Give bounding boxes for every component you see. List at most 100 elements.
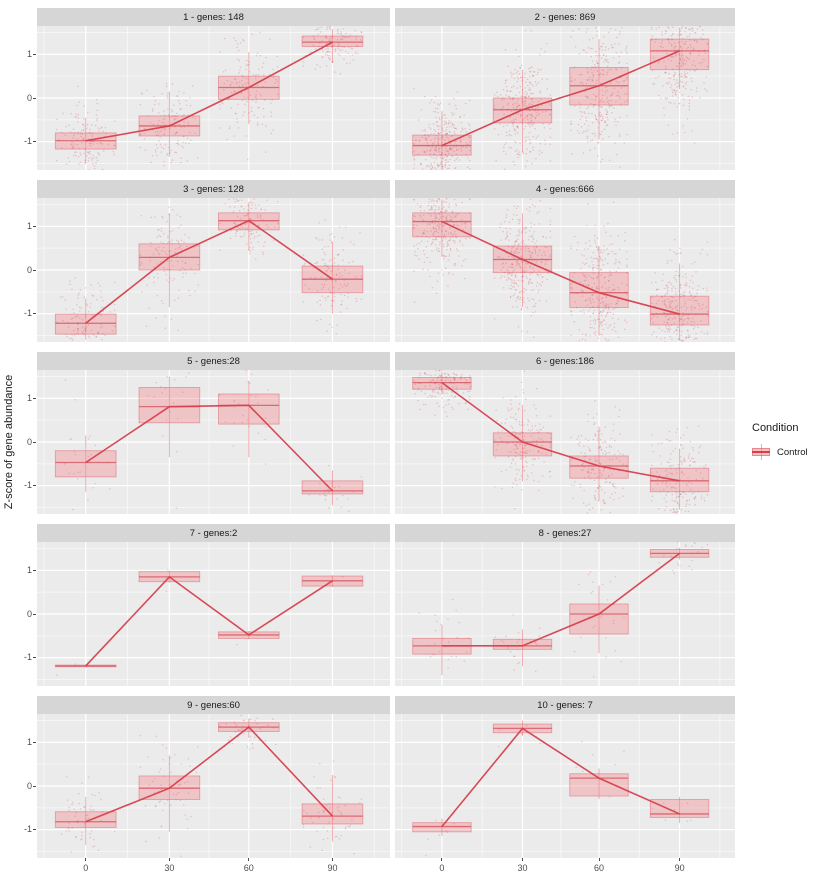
facet-panel [395, 370, 735, 514]
x-tick-mark [248, 858, 250, 861]
x-tick-mark [522, 858, 523, 861]
y-tick-mark [33, 613, 36, 615]
y-tick-mark [33, 485, 36, 487]
y-tick-mark [33, 569, 36, 571]
y-tick-label: 0 [26, 436, 32, 447]
median-trend-line [85, 404, 334, 492]
facet-panel [37, 198, 390, 342]
facet-strip: 1 - genes: 148 [37, 8, 390, 26]
y-tick-mark [33, 829, 36, 831]
facet-panel [37, 26, 390, 170]
median-trend-line [85, 575, 333, 667]
x-tick-mark [331, 858, 333, 861]
facet-strip: 3 - genes: 128 [37, 180, 390, 198]
facet-title: 6 - genes:186 [535, 355, 595, 367]
median-trend-line [441, 552, 681, 647]
jitter-points [418, 542, 709, 678]
x-tick-label: 90 [327, 863, 338, 873]
legend: Condition Control [752, 422, 808, 460]
facet-title: 10 - genes: 7 [537, 699, 593, 711]
x-tick-label: 30 [164, 863, 175, 873]
facet-panel [395, 542, 735, 686]
facet-panel [37, 370, 390, 514]
facet-strip: 4 - genes:666 [395, 180, 735, 198]
y-tick-label: -1 [23, 652, 32, 663]
median-trend-line [441, 382, 680, 482]
y-tick-mark [33, 657, 36, 659]
gridlines-major [37, 542, 390, 686]
y-tick-label: 0 [26, 92, 32, 103]
y-tick-label: 1 [26, 48, 32, 59]
y-tick-mark [33, 269, 36, 271]
gridlines-major [395, 542, 735, 686]
y-tick-mark [33, 141, 36, 143]
jitter-points [56, 569, 344, 676]
y-tick-mark [33, 785, 36, 787]
facet-title: 7 - genes:2 [189, 527, 238, 539]
x-tick-label: 0 [439, 863, 445, 873]
facet-strip: 10 - genes: 7 [395, 696, 735, 714]
facet-panel [395, 26, 735, 170]
facet-panel [395, 714, 735, 858]
y-tick-label: 1 [26, 736, 32, 747]
x-tick-mark [598, 858, 600, 861]
jitter-points [60, 714, 363, 857]
jitter-points [425, 724, 692, 857]
facet-strip: 5 - genes:28 [37, 352, 390, 370]
jitter-points [413, 370, 709, 514]
y-tick-label: -1 [23, 136, 32, 147]
legend-key-boxplot-glyph [752, 444, 770, 460]
y-tick-mark [33, 397, 36, 399]
median-trend-line [85, 219, 333, 324]
gridlines-minor [37, 370, 390, 514]
facet-strip: 9 - genes:60 [37, 696, 390, 714]
y-tick-mark [33, 225, 36, 227]
y-tick-mark [33, 741, 36, 743]
y-tick-mark [33, 53, 36, 55]
facet-strip: 7 - genes:2 [37, 524, 390, 542]
facet-panel [395, 198, 735, 342]
y-tick-label: 0 [26, 608, 32, 619]
legend-item-label: Control [777, 446, 808, 458]
median-trend-line [441, 50, 680, 147]
facet-title: 8 - genes:27 [538, 527, 592, 539]
gridlines-minor [395, 370, 735, 514]
facet-panel [37, 714, 390, 858]
x-tick-label: 0 [83, 863, 89, 873]
x-tick-mark [168, 858, 170, 861]
facet-title: 3 - genes: 128 [183, 183, 244, 195]
facet-title: 2 - genes: 869 [534, 11, 596, 23]
x-tick-label: 60 [593, 863, 604, 873]
facet-panel [37, 542, 390, 686]
y-tick-label: 0 [26, 264, 32, 275]
x-tick-label: 90 [674, 863, 685, 873]
facet-title: 4 - genes:666 [535, 183, 595, 195]
facet-strip: 6 - genes:186 [395, 352, 735, 370]
facet-title: 1 - genes: 148 [183, 11, 244, 23]
x-tick-mark [85, 858, 87, 861]
y-tick-label: 1 [26, 564, 32, 575]
legend-key-median [752, 451, 770, 453]
legend-item-control: Control [752, 444, 808, 460]
gridlines-minor [395, 198, 735, 342]
legend-title: Condition [752, 422, 799, 434]
boxplots [54, 202, 364, 340]
gridlines-major [37, 370, 390, 514]
y-tick-mark [33, 313, 36, 315]
facet-title: 9 - genes:60 [187, 699, 240, 711]
y-tick-label: -1 [23, 824, 32, 835]
median-trend-line [441, 727, 680, 828]
y-tick-mark [33, 97, 36, 99]
x-tick-mark [679, 858, 681, 861]
facet-strip: 8 - genes:27 [395, 524, 735, 542]
median-trend-line [85, 726, 334, 823]
facet-title: 5 - genes:28 [187, 355, 240, 367]
y-tick-mark [33, 441, 36, 443]
y-tick-label: 1 [26, 392, 32, 403]
x-tick-label: 30 [517, 863, 528, 873]
y-tick-label: -1 [23, 480, 32, 491]
x-tick-mark [441, 858, 443, 861]
gridlines-major [395, 714, 735, 858]
median-trend-line [85, 41, 333, 142]
